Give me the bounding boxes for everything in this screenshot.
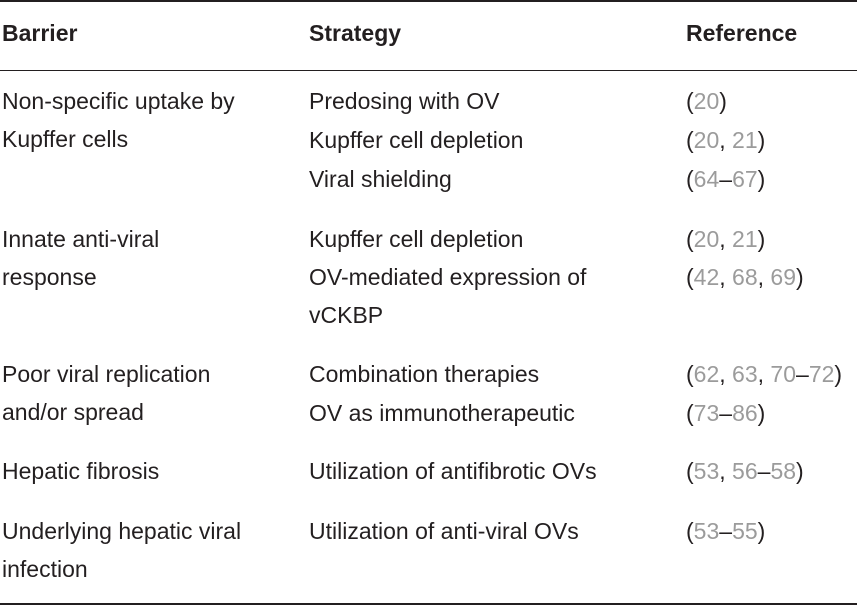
strategy-text: OV as immunotherapeutic [309, 400, 575, 426]
reference-link[interactable]: 62 [694, 361, 720, 387]
strategy-text: Utilization of antifibrotic OVs [309, 458, 597, 484]
reference-link[interactable]: 73–86 [693, 400, 758, 426]
reference-cell: (53–55) [686, 518, 766, 544]
strategy-text: Combination therapies [309, 361, 540, 387]
strategy-text: Kupffer cell depletion [309, 226, 524, 252]
reference-number[interactable]: 20 [693, 127, 720, 153]
barrier-text: response [2, 264, 97, 290]
barrier-text: Hepatic fibrosis [2, 458, 160, 484]
reference-number[interactable]: 68 [732, 264, 758, 290]
reference-number[interactable]: 69 [770, 264, 797, 290]
barrier-text: infection [2, 556, 88, 582]
reference-number[interactable]: 42 [693, 264, 720, 290]
strategy-text: OV-mediated expression of [309, 264, 587, 290]
reference-cell: (53, 56–58) [686, 458, 804, 484]
bottom-rule [0, 603, 857, 605]
reference-link[interactable]: 63 [732, 361, 758, 387]
reference-number[interactable]: 20 [693, 226, 720, 252]
reference-link[interactable]: 69 [770, 264, 796, 290]
reference-cell: (20) [686, 88, 727, 114]
reference-link[interactable]: 42 [694, 264, 720, 290]
reference-link[interactable]: 21 [732, 127, 758, 153]
header-rule [0, 70, 857, 71]
reference-number[interactable]: 72 [808, 361, 835, 387]
header-barrier: Barrier [2, 20, 78, 46]
strategy-text: vCKBP [309, 302, 384, 328]
reference-number[interactable]: 86 [732, 400, 758, 426]
barrier-text: and/or spread [2, 399, 144, 425]
barrier-text: Kupffer cells [2, 126, 129, 152]
reference-cell: (62, 63, 70–72) [686, 361, 843, 387]
reference-link[interactable]: 20 [694, 88, 720, 114]
top-rule [0, 0, 857, 2]
header-reference: Reference [686, 20, 798, 46]
strategy-text: Viral shielding [309, 166, 452, 192]
reference-number[interactable]: 21 [732, 226, 758, 252]
reference-number[interactable]: 73 [693, 400, 720, 426]
strategy-text: Predosing with OV [309, 88, 500, 114]
barrier-text: Non-specific uptake by [2, 88, 235, 114]
reference-link[interactable]: 56–58 [732, 458, 797, 484]
reference-cell: (64–67) [686, 166, 766, 192]
reference-cell: (20, 21) [686, 127, 766, 153]
reference-link[interactable]: 53–55 [693, 518, 758, 544]
reference-number[interactable]: 21 [732, 127, 758, 153]
reference-number[interactable]: 56 [732, 458, 758, 484]
reference-link[interactable]: 64–67 [693, 166, 758, 192]
reference-link[interactable]: 21 [732, 226, 758, 252]
reference-cell: (42, 68, 69) [686, 264, 804, 290]
reference-number[interactable]: 58 [770, 458, 797, 484]
reference-link[interactable]: 68 [732, 264, 758, 290]
header-strategy: Strategy [309, 20, 402, 46]
reference-link[interactable]: 20 [694, 127, 720, 153]
reference-number[interactable]: 70 [770, 361, 797, 387]
reference-link[interactable]: 53 [694, 458, 720, 484]
reference-link[interactable]: 20 [694, 226, 720, 252]
reference-cell: (73–86) [686, 400, 766, 426]
reference-number[interactable]: 63 [732, 361, 758, 387]
strategy-text: Utilization of anti-viral OVs [309, 518, 579, 544]
reference-number[interactable]: 53 [693, 518, 720, 544]
reference-number[interactable]: 20 [693, 88, 720, 114]
reference-number[interactable]: 53 [693, 458, 720, 484]
reference-cell: (20, 21) [686, 226, 766, 252]
reference-link[interactable]: 70–72 [770, 361, 835, 387]
reference-number[interactable]: 67 [732, 166, 758, 192]
barrier-text: Underlying hepatic viral [2, 518, 242, 544]
reference-number[interactable]: 62 [693, 361, 720, 387]
strategy-text: Kupffer cell depletion [309, 127, 524, 153]
reference-number[interactable]: 55 [732, 518, 758, 544]
barrier-text: Poor viral replication [2, 361, 211, 387]
reference-number[interactable]: 64 [693, 166, 720, 192]
barrier-text: Innate anti-viral [2, 226, 160, 252]
